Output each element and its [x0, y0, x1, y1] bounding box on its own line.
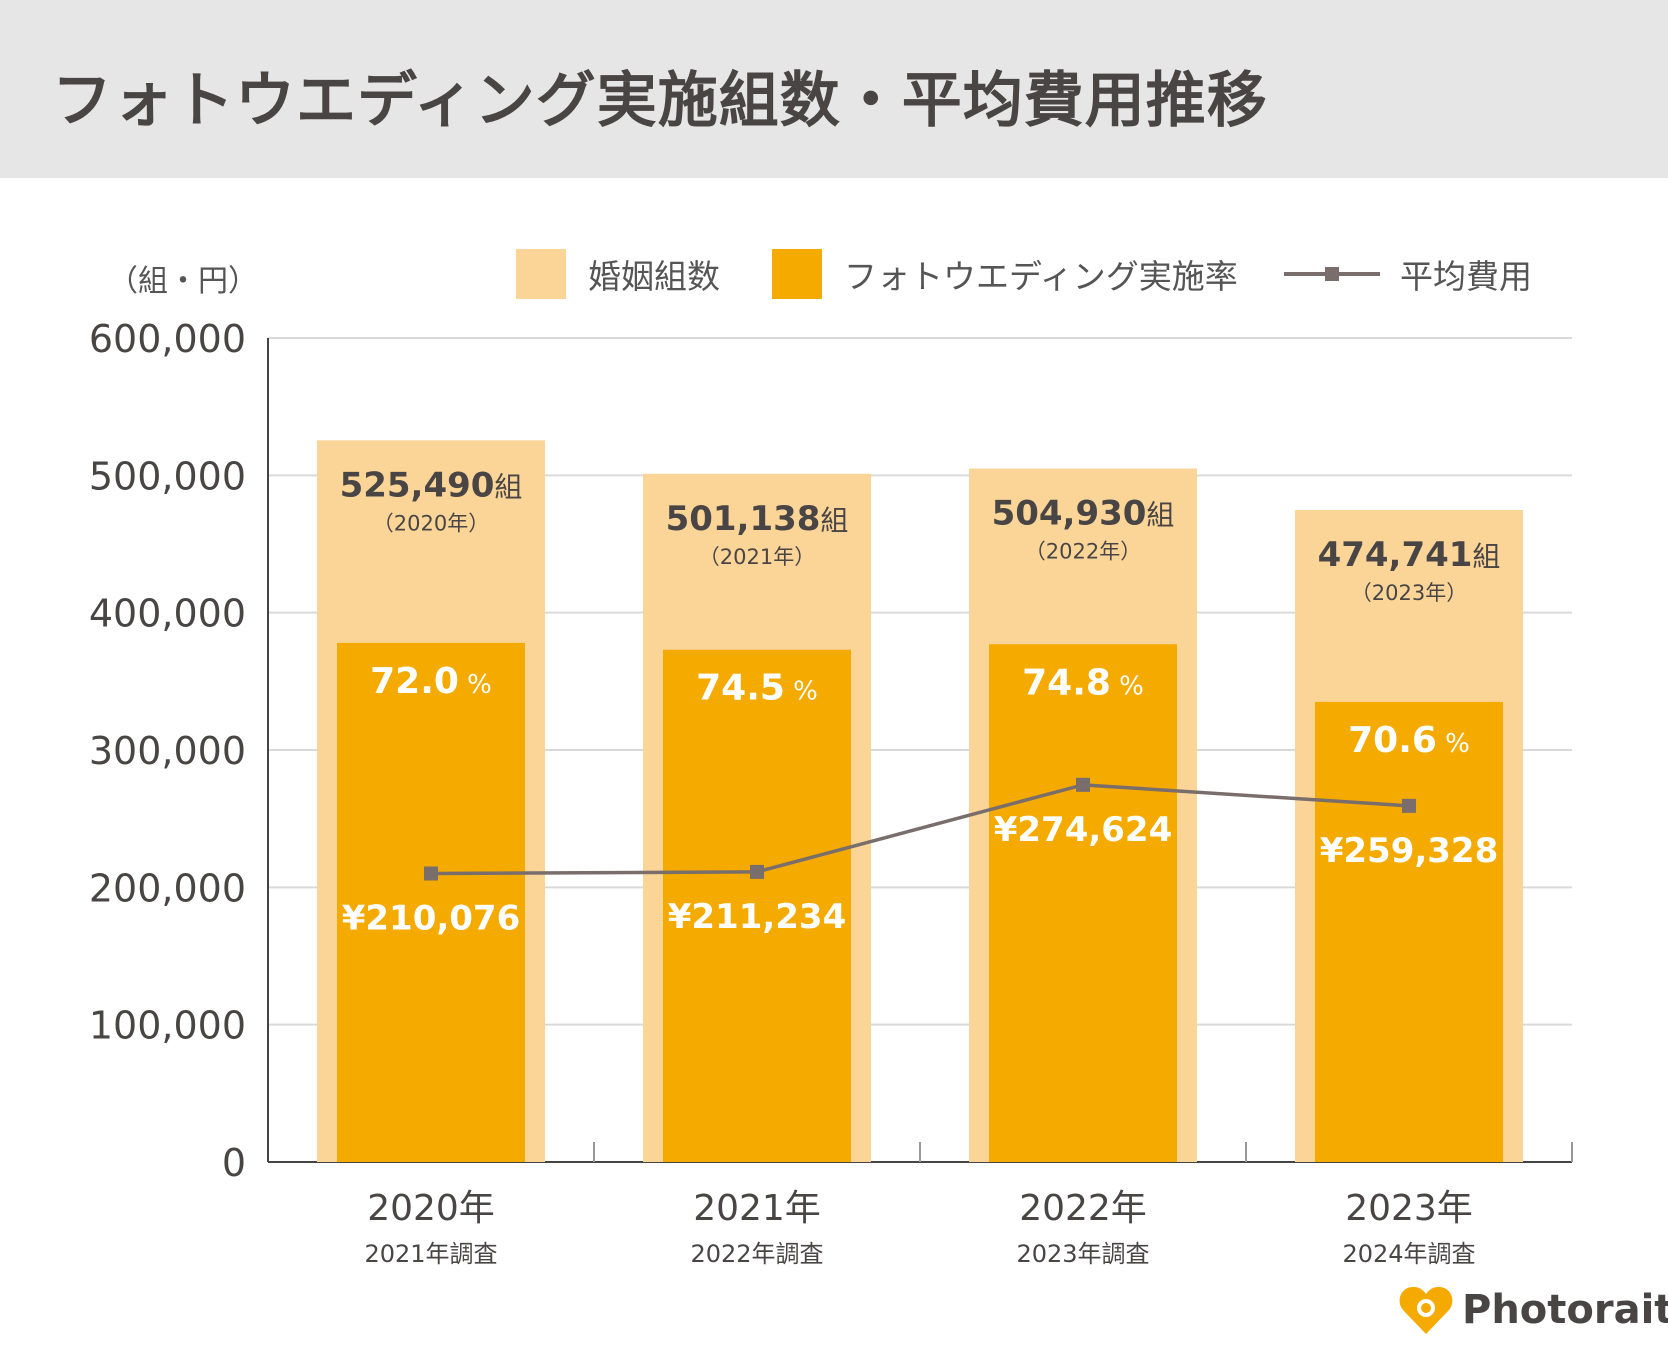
marriage-data-label: 504,930組: [992, 494, 1175, 534]
marriage-year-label: （2022年）: [1025, 540, 1141, 564]
y-tick-label: 300,000: [89, 729, 246, 773]
page-title: フォトウエディング実施組数・平均費用推移: [52, 66, 1268, 136]
legend-swatch-marriages: [516, 249, 566, 299]
marriage-year-label: （2021年）: [699, 545, 815, 569]
brand-name: Photorait: [1462, 1287, 1668, 1333]
y-tick-label: 600,000: [89, 317, 246, 361]
marriage-data-label: 474,741組: [1318, 535, 1501, 575]
y-axis-unit-label: （組・円）: [108, 264, 258, 299]
photo-rate-data-label: 72.0 %: [370, 661, 492, 702]
photo-rate-bar: [1315, 701, 1503, 1162]
avg-cost-line: [430, 783, 1410, 876]
x-tick-label: 2022年: [1019, 1188, 1147, 1229]
legend-item-marriages: 婚姻組数: [516, 248, 720, 300]
photo-rate-bar: [337, 642, 525, 1162]
x-tick-sublabel: 2024年調査: [1342, 1240, 1475, 1268]
y-tick-label: 0: [222, 1141, 246, 1185]
y-tick-label: 200,000: [89, 866, 246, 910]
marriage-data-label: 501,138組: [666, 499, 849, 539]
y-tick-label: 500,000: [89, 454, 246, 498]
avg-cost-data-label: ¥211,234: [668, 897, 847, 937]
legend-line-marker-icon: [1284, 267, 1380, 281]
avg-cost-data-label: ¥259,328: [1320, 831, 1499, 871]
legend-item-avg-cost: 平均費用: [1282, 248, 1532, 300]
x-tick-sublabel: 2021年調査: [364, 1240, 497, 1268]
marriage-data-label: 525,490組: [340, 465, 523, 505]
marriage-year-label: （2023年）: [1351, 581, 1467, 605]
photo-rate-bar: [989, 644, 1177, 1162]
avg-cost-point: [750, 864, 764, 879]
x-tick-label: 2021年: [693, 1188, 821, 1229]
photo-rate-data-label: 74.8 %: [1022, 662, 1144, 703]
avg-cost-point: [1076, 777, 1090, 792]
photo-rate-bar: [663, 649, 851, 1162]
marriage-year-label: （2020年）: [373, 511, 489, 535]
legend-swatch-photo-rate: [772, 249, 822, 299]
brand-logo: Photorait: [1398, 1284, 1668, 1336]
avg-cost-point: [424, 866, 438, 881]
header-banner: フォトウエディング実施組数・平均費用推移: [0, 0, 1668, 178]
y-tick-label: 400,000: [89, 592, 246, 636]
legend-label-photo-rate: フォトウエディング実施率: [844, 257, 1238, 296]
x-tick-label: 2020年: [367, 1188, 495, 1229]
legend-item-photo-rate: フォトウエディング実施率: [772, 248, 1238, 300]
legend-label-marriages: 婚姻組数: [588, 257, 720, 296]
x-tick-sublabel: 2023年調査: [1016, 1240, 1149, 1268]
x-tick-sublabel: 2022年調査: [690, 1240, 823, 1268]
heart-camera-icon: [1399, 1286, 1453, 1334]
avg-cost-point: [1402, 798, 1416, 813]
y-tick-label: 100,000: [89, 1004, 246, 1048]
photo-rate-data-label: 70.6 %: [1348, 720, 1470, 761]
photo-rate-data-label: 74.5 %: [696, 668, 818, 709]
legend-label-avg-cost: 平均費用: [1400, 257, 1532, 296]
avg-cost-data-label: ¥210,076: [342, 898, 521, 938]
avg-cost-data-label: ¥274,624: [994, 810, 1173, 850]
x-tick-label: 2023年: [1345, 1188, 1473, 1229]
